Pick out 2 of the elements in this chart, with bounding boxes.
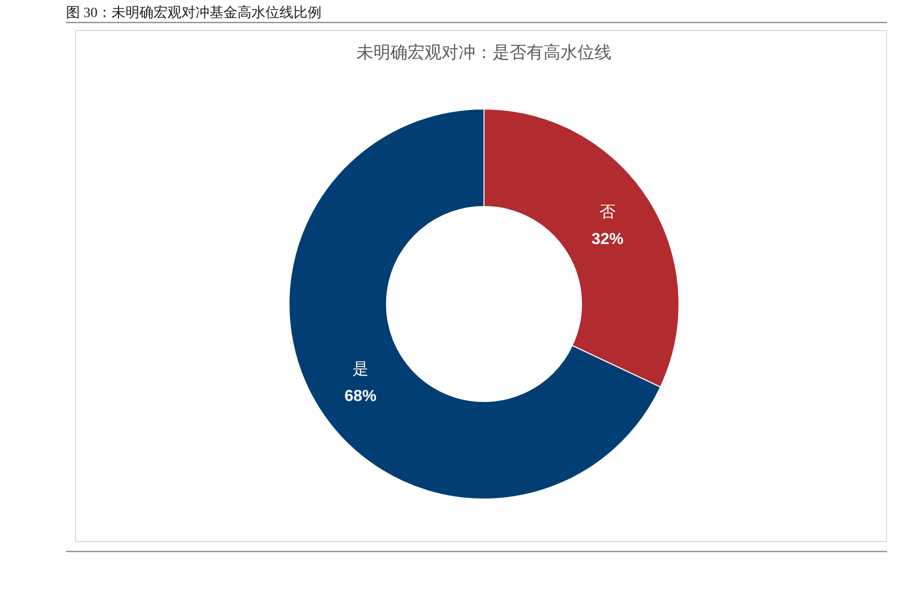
subtitle: 未明确宏观对冲：是否有高水位线: [356, 43, 612, 62]
title: 图 30：未明确宏观对冲基金高水位线比例: [66, 6, 322, 21]
